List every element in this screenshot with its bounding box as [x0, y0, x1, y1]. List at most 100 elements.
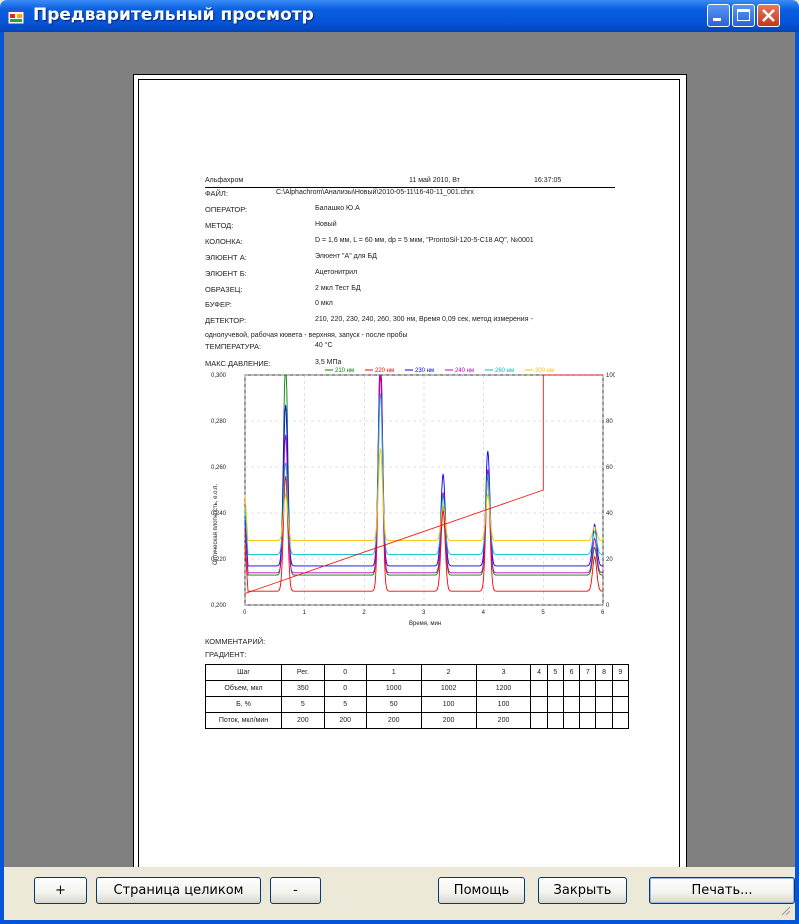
trace-line	[244, 448, 603, 542]
table-cell: Б, %	[205, 696, 282, 713]
field-label: ЭЛЮЕНТ Б:	[205, 269, 247, 278]
x-tick-label: 0	[243, 610, 247, 616]
full-page-button[interactable]: Страница целиком	[96, 877, 261, 904]
field-value: Элюент "А" для БД	[315, 253, 377, 260]
resize-grip-icon[interactable]	[779, 904, 791, 916]
y2-tick-label: 40	[606, 511, 613, 517]
table-cell	[562, 712, 581, 729]
trace-line	[244, 374, 603, 592]
y-tick-label: 0,260	[211, 465, 227, 471]
table-cell: 5	[546, 664, 564, 681]
field-value: 40 °C	[315, 342, 333, 349]
window-frame-bottom	[0, 920, 799, 924]
table-cell: 350	[281, 680, 325, 697]
help-button[interactable]: Помощь	[438, 877, 525, 904]
window-frame-right	[795, 32, 799, 924]
preview-page: Альфахром 11 май 2010, Вт 16:37:05 ФАЙЛ:…	[138, 79, 680, 881]
table-cell: 200	[420, 712, 477, 729]
table-cell: 5	[281, 696, 325, 713]
table-row: Б, % 5 5 50 100 100	[205, 696, 630, 713]
table-row: Объем, мкл 350 0 1000 1002 1200	[205, 680, 630, 697]
x-tick-label: 3	[422, 610, 426, 616]
table-cell: 5	[323, 696, 367, 713]
zoom-out-button[interactable]: -	[270, 877, 321, 904]
trace-line	[244, 374, 603, 567]
comment-label: КОММЕНТАРИЙ:	[205, 637, 266, 646]
table-header-row: Шаг Рег. 0 1 2 3 4 5 6 7 8 9	[205, 664, 630, 681]
minimize-icon	[713, 18, 721, 21]
legend-entry: 210 нм	[335, 368, 354, 374]
table-cell: 1000	[365, 680, 422, 697]
field-value: Новый	[315, 221, 337, 228]
zoom-in-button[interactable]: +	[34, 877, 87, 904]
legend-entry: 240 нм	[455, 368, 474, 374]
table-cell	[595, 712, 613, 729]
gradient-profile-line	[244, 374, 603, 594]
legend-entry: 300 нм	[535, 368, 554, 374]
y2-tick-label: 20	[606, 557, 613, 563]
field-label: ФАЙЛ:	[205, 189, 228, 198]
field-value: C:\Alphachrom\Анализы\Новый\2010-05-11\1…	[276, 189, 474, 196]
close-button[interactable]: Закрыть	[538, 877, 627, 904]
detector-continuation: однолучевой, рабочая кювета - верхняя, з…	[205, 332, 408, 339]
table-cell: 100	[475, 696, 532, 713]
legend-entry: 220 нм	[375, 368, 394, 374]
table-cell	[546, 696, 564, 713]
table-cell	[579, 712, 597, 729]
y-tick-label: 0,280	[211, 419, 227, 425]
table-cell	[530, 680, 548, 697]
field-value: 210, 220, 230, 240, 260, 300 нм, Время 0…	[315, 316, 533, 323]
y2-tick-label: 0	[606, 603, 610, 609]
table-cell	[595, 696, 613, 713]
maximize-button[interactable]	[732, 4, 755, 27]
button-bar: + Страница целиком - Помощь Закрыть Печа…	[4, 867, 795, 920]
table-cell: 7	[579, 664, 597, 681]
field-label: МЕТОД:	[205, 221, 234, 230]
table-cell: 1	[365, 664, 422, 681]
x-tick-label: 1	[303, 610, 307, 616]
close-window-button[interactable]	[757, 4, 780, 27]
window-frame-left	[0, 32, 4, 924]
x-tick-label: 6	[601, 610, 605, 616]
table-cell: 2	[420, 664, 477, 681]
y-tick-label: 0,240	[211, 511, 227, 517]
field-label: ОБРАЗЕЦ:	[205, 285, 243, 294]
y-tick-label: 0,200	[211, 603, 227, 609]
table-cell: 200	[281, 712, 325, 729]
legend-entry: 230 нм	[415, 368, 434, 374]
field-value: 2 мкл Тест БД	[315, 285, 361, 292]
table-cell: 1200	[475, 680, 532, 697]
table-cell	[546, 712, 564, 729]
table-cell: 0	[323, 664, 367, 681]
field-label: КОЛОНКА:	[205, 237, 243, 246]
table-cell: 200	[365, 712, 422, 729]
x-tick-label: 5	[541, 610, 545, 616]
window-title: Предварительный просмотр	[33, 5, 314, 25]
print-button[interactable]: Печать...	[649, 877, 795, 904]
field-value: Балашко Ю.А	[315, 205, 360, 212]
field-value: 3,5 МПа	[315, 359, 342, 366]
table-cell	[579, 696, 597, 713]
field-label: БУФЕР:	[205, 300, 232, 309]
table-cell	[546, 680, 564, 697]
table-row: Поток, мкл/мин 200 200 200 200 200	[205, 712, 630, 729]
field-value: Ацетонитрил	[315, 269, 358, 276]
y2-tick-label: 80	[606, 419, 613, 425]
field-label: ЭЛЮЕНТ А:	[205, 253, 247, 262]
minimize-button[interactable]	[707, 4, 730, 27]
table-cell	[562, 680, 581, 697]
table-cell: 3	[475, 664, 532, 681]
field-label: ОПЕРАТОР:	[205, 205, 248, 214]
table-cell: 9	[611, 664, 630, 681]
table-cell	[595, 680, 613, 697]
table-cell: 4	[530, 664, 548, 681]
y-tick-label: 0,220	[211, 557, 227, 563]
table-cell: 100	[420, 696, 477, 713]
preview-area[interactable]: Альфахром 11 май 2010, Вт 16:37:05 ФАЙЛ:…	[4, 32, 795, 888]
trace-line	[244, 393, 603, 555]
table-cell: 0	[323, 680, 367, 697]
y2-tick-label: 100	[606, 373, 615, 379]
y-tick-label: 0,300	[211, 373, 227, 379]
field-label: ДЕТЕКТОР:	[205, 316, 247, 325]
table-cell: Объем, мкл	[205, 680, 282, 697]
